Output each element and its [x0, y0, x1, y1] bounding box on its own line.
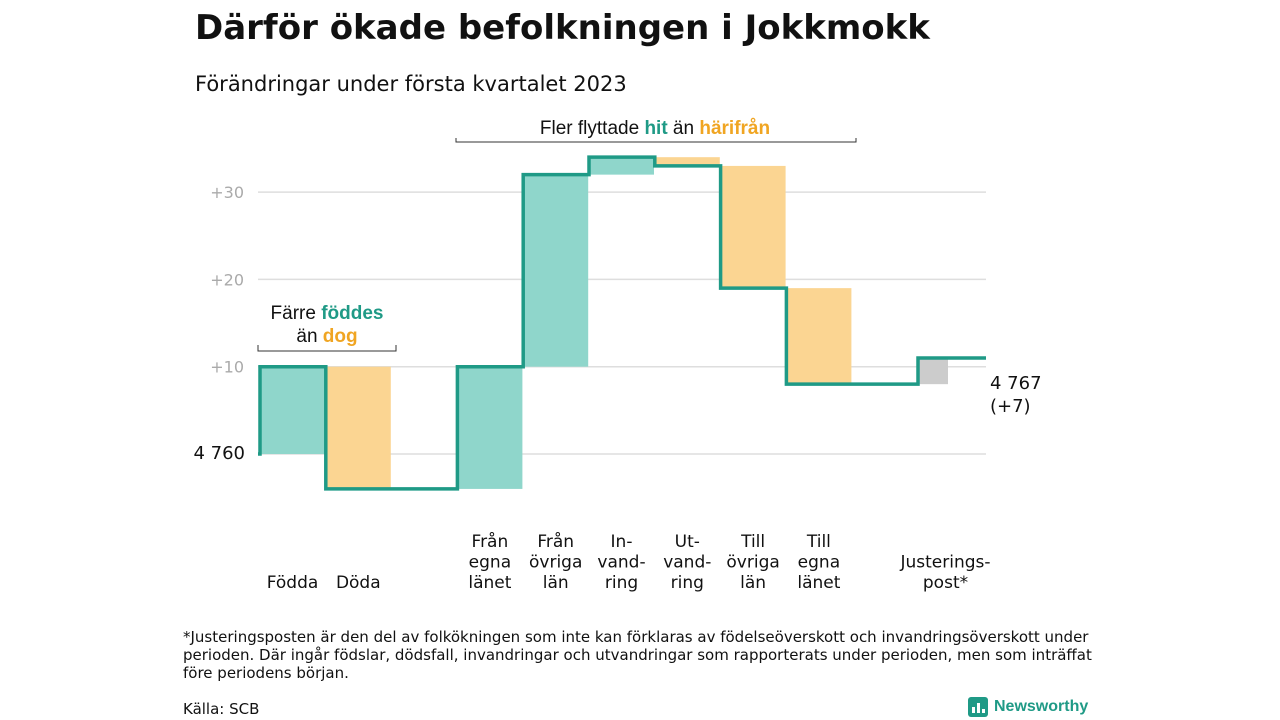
category-label: län	[740, 573, 766, 593]
bar	[654, 157, 720, 166]
y-tick-label: +20	[210, 270, 244, 289]
category-label: vand-	[663, 553, 711, 573]
category-label: Från	[537, 531, 574, 552]
category-label: Ut-	[675, 532, 700, 552]
end-change-label: (+7)	[990, 396, 1031, 417]
annotation-bracket	[455, 138, 857, 143]
annotation-births-deaths-line1: Färre föddes	[271, 303, 384, 324]
category-label: post*	[923, 573, 968, 593]
bar	[786, 288, 852, 385]
newsworthy-logo: Newsworthy	[968, 697, 1088, 717]
footnote: *Justeringsposten är den del av folkökni…	[183, 628, 1092, 682]
category-label: Till	[740, 532, 765, 552]
bar	[918, 357, 948, 385]
category-label: övriga	[529, 553, 582, 573]
category-label: länet	[797, 573, 840, 593]
bar	[457, 366, 523, 489]
category-label: Till	[806, 532, 831, 552]
annotation-moves: Fler flyttade hit än härifrån	[540, 118, 770, 139]
end-value-label: 4 767	[990, 373, 1042, 394]
bar	[523, 174, 589, 367]
source: Källa: SCB	[183, 700, 260, 718]
category-label: Justerings-	[899, 553, 990, 573]
category-label: In-	[611, 532, 633, 552]
category-label: Döda	[336, 573, 381, 593]
newsworthy-icon	[968, 697, 988, 717]
chart-title: Därför ökade befolkningen i Jokkmokk	[195, 8, 930, 48]
bar	[589, 157, 654, 175]
bar	[260, 366, 325, 454]
category-label: ring	[605, 573, 638, 593]
category-label: Födda	[267, 573, 319, 593]
category-label: vand-	[597, 553, 645, 573]
bar	[720, 165, 786, 289]
category-label: ring	[671, 573, 704, 593]
annotation-bracket	[257, 345, 397, 352]
y-tick-label: +10	[210, 358, 244, 377]
y-tick-label: +30	[210, 183, 244, 202]
annotation-births-deaths-line2: än dog	[296, 326, 357, 347]
category-label: länet	[468, 573, 511, 593]
category-label: Från	[472, 531, 509, 552]
category-label: egna	[469, 553, 511, 573]
brand-name: Newsworthy	[994, 698, 1089, 715]
category-label: län	[543, 573, 569, 593]
chart-subtitle: Förändringar under första kvartalet 2023	[195, 72, 627, 96]
category-label: övriga	[726, 553, 779, 573]
bar	[325, 366, 391, 489]
category-label: egna	[798, 553, 840, 573]
start-value-label: 4 760	[193, 443, 245, 464]
cumulative-line	[258, 155, 986, 491]
